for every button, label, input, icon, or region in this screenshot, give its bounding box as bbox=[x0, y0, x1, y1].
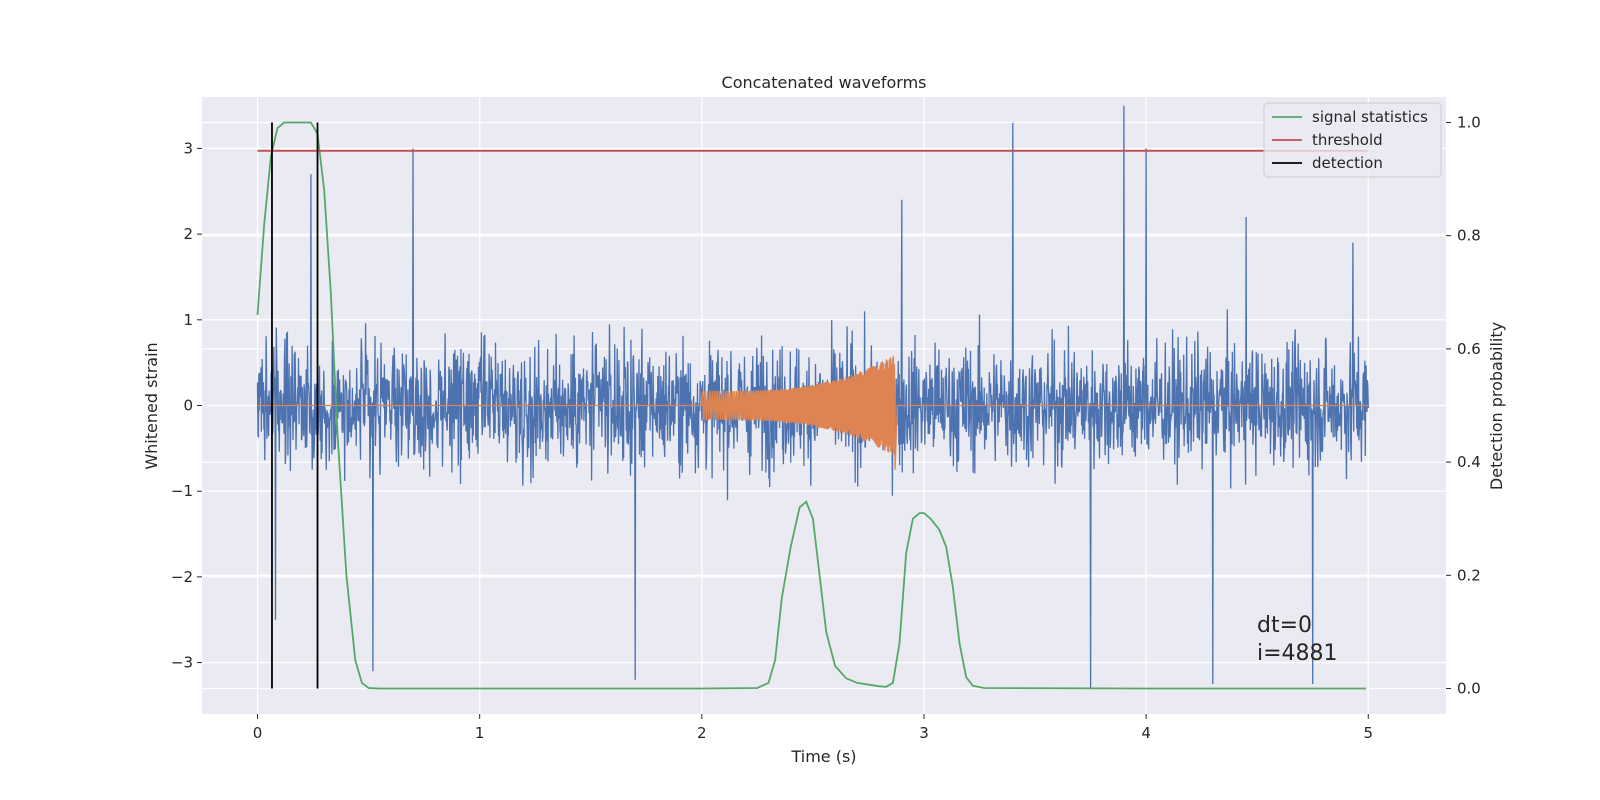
y2-tick-label: 1.0 bbox=[1457, 113, 1481, 131]
y2-tick-label: 0.8 bbox=[1457, 227, 1481, 245]
x-tick-label: 5 bbox=[1363, 724, 1373, 742]
annotation-dt: dt=0 bbox=[1257, 613, 1312, 638]
x-tick-label: 1 bbox=[475, 724, 485, 742]
chirp-signal-line bbox=[257, 355, 1369, 470]
y-tick-label: −3 bbox=[171, 654, 193, 672]
legend-label: detection bbox=[1312, 154, 1383, 172]
signal-statistics-line bbox=[256, 121, 1366, 690]
x-tick-label: 4 bbox=[1141, 724, 1151, 742]
y2-tick-label: 0.2 bbox=[1457, 566, 1481, 584]
axes: 0 1 2 3 4 5 −3 −2 −1 0 1 2 3 0.0 0.2 0.4 0.6 0.8 1.0 bbox=[171, 113, 1481, 742]
x-tick-label: 2 bbox=[697, 724, 707, 742]
y-tick-label: 2 bbox=[183, 225, 193, 243]
y-tick-label: 0 bbox=[183, 397, 193, 415]
x-tick-label: 3 bbox=[919, 724, 929, 742]
legend-label: threshold bbox=[1312, 131, 1383, 149]
y-tick-label: −1 bbox=[171, 482, 193, 500]
y2-axis-title: Detection probability bbox=[1487, 322, 1506, 490]
y-tick-label: 3 bbox=[183, 139, 193, 157]
legend: signal statistics threshold detection bbox=[1263, 102, 1442, 178]
y2-tick-label: 0.0 bbox=[1457, 680, 1481, 698]
y2-tick-label: 0.6 bbox=[1457, 340, 1481, 358]
legend-label: signal statistics bbox=[1312, 108, 1428, 126]
y2-tick-label: 0.4 bbox=[1457, 453, 1481, 471]
chart-title: Concatenated waveforms bbox=[722, 73, 927, 92]
y-tick-label: −2 bbox=[171, 568, 193, 586]
strain-noise-line bbox=[256, 105, 1369, 689]
x-axis-title: Time (s) bbox=[790, 747, 856, 766]
y-axis-title: Whitened strain bbox=[142, 342, 161, 469]
y-tick-label: 1 bbox=[183, 311, 193, 329]
x-tick-label: 0 bbox=[253, 724, 263, 742]
legend-box bbox=[1263, 102, 1442, 178]
annotation-index: i=4881 bbox=[1257, 641, 1338, 666]
plot-series bbox=[256, 105, 1369, 690]
